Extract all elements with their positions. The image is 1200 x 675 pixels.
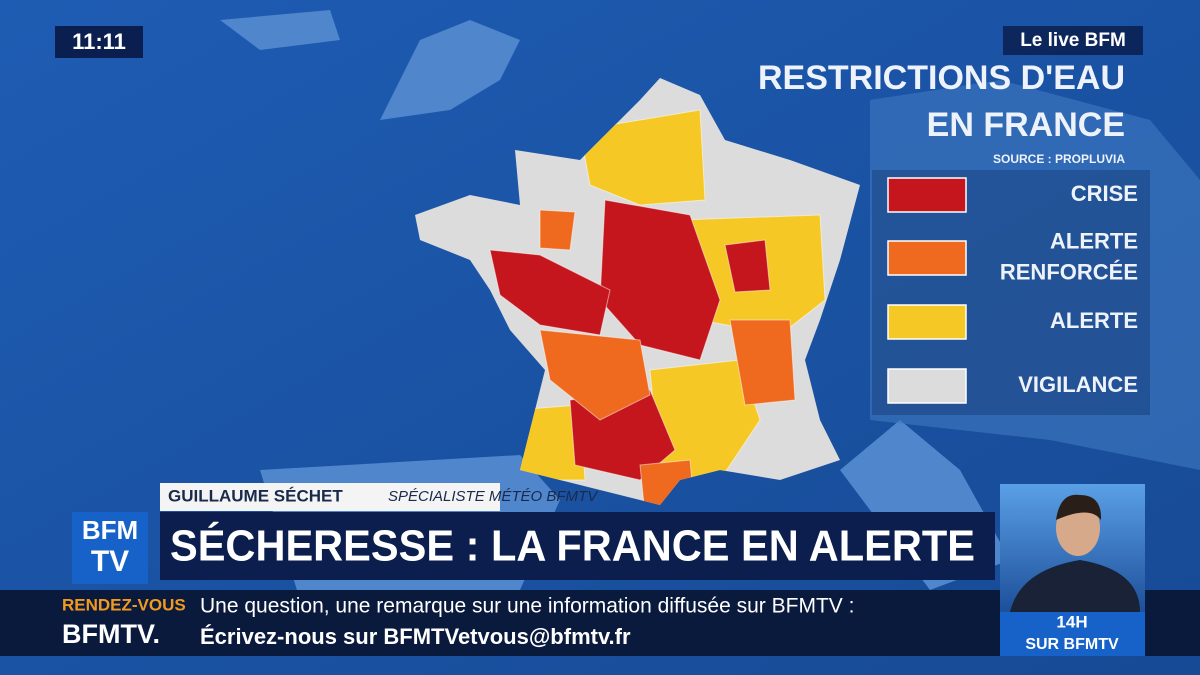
legend: CRISE ALERTE RENFORCÉE ALERTE VIGILANCE xyxy=(887,177,1138,404)
legend-swatch xyxy=(887,304,967,340)
ticker-line: Écrivez-nous sur BFMTVetvous@bfmtv.fr xyxy=(200,624,631,649)
presenter-body xyxy=(1010,560,1140,612)
channel-logo: Le live BFM xyxy=(1020,30,1126,51)
map-source: SOURCE : PROPLUVIA xyxy=(993,152,1125,166)
headline: SÉCHERESSE : LA FRANCE EN ALERTE xyxy=(170,521,975,571)
ticker-line: Une question, une remarque sur une infor… xyxy=(200,595,854,618)
ticker-tag: BFMTV. xyxy=(62,619,160,649)
region xyxy=(539,209,576,251)
headline-bar xyxy=(160,512,995,580)
legend-label: CRISE xyxy=(1071,181,1138,206)
bfm-logo: TV xyxy=(91,545,129,578)
presenter-hair xyxy=(1056,494,1102,520)
ticker-tag: RENDEZ-VOUS xyxy=(62,595,186,614)
presenter-name: GUILLAUME SÉCHET xyxy=(168,486,343,505)
region xyxy=(539,329,651,421)
legend-swatch xyxy=(887,368,967,404)
inset-time: 14H xyxy=(1056,612,1087,631)
legend-swatch xyxy=(887,240,967,276)
legend-label: ALERTE xyxy=(1050,308,1138,333)
name-bar xyxy=(160,483,500,511)
region xyxy=(724,239,771,293)
bfm-logo-box xyxy=(72,512,148,584)
land xyxy=(220,10,340,50)
map-title: RESTRICTIONS D'EAU xyxy=(758,59,1125,97)
logo-box xyxy=(1003,26,1143,55)
land xyxy=(380,20,520,120)
region xyxy=(489,249,611,336)
inset-label-box xyxy=(1000,612,1145,656)
legend-swatch xyxy=(887,177,967,213)
bfm-logo: BFM xyxy=(82,515,138,545)
legend-label: VIGILANCE xyxy=(1018,372,1138,397)
legend-label: ALERTE xyxy=(1050,228,1138,253)
clock-box xyxy=(55,26,143,58)
region xyxy=(579,109,706,206)
clock: 11:11 xyxy=(72,29,126,54)
map-title: EN FRANCE xyxy=(927,106,1125,144)
presenter-role: SPÉCIALISTE MÉTÉO BFMTV xyxy=(388,488,599,505)
inset-channel: SUR BFMTV xyxy=(1025,636,1119,653)
legend-label: RENFORCÉE xyxy=(1000,259,1138,284)
region xyxy=(729,319,796,406)
